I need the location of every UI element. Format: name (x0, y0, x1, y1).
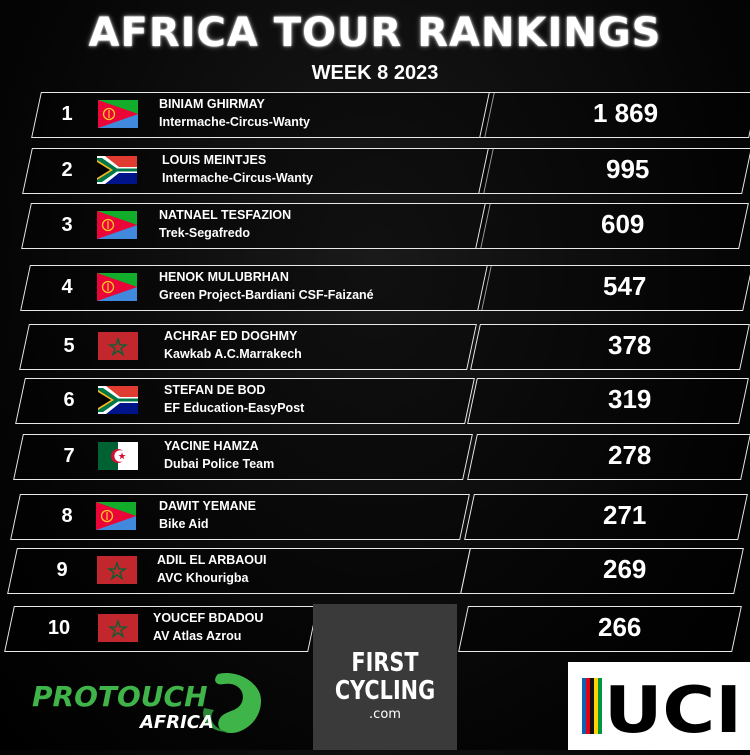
uci-text: UCI (604, 674, 742, 748)
rider-points: 995 (606, 154, 650, 184)
rider-points: 547 (603, 271, 647, 301)
points-panel (460, 548, 744, 594)
firstcycling-line2: CYCLING (334, 676, 436, 706)
rider-team: AV Atlas Azrou (153, 629, 242, 643)
firstcycling-logo: FIRST CYCLING .com (313, 604, 457, 750)
south-africa-flag (97, 156, 137, 184)
protouch-africa-logo: PROTOUCH AFRICA (32, 672, 262, 734)
rider-team: EF Education-EasyPost (164, 401, 305, 415)
rider-team: Intermache-Circus-Wanty (159, 115, 310, 129)
rider-points: 269 (603, 554, 647, 584)
rank-number: 3 (61, 214, 73, 236)
rider-team: Trek-Segafredo (159, 226, 251, 240)
protouch-line2: AFRICA (138, 712, 214, 733)
ranking-row: 8 DAWIT YEMANE Bike Aid 271 (0, 494, 750, 542)
eritrea-flag (97, 211, 137, 239)
ranking-row: 1 BINIAM GHIRMAY Intermache-Circus-Wanty 1… (0, 92, 750, 140)
eritrea-flag (97, 273, 137, 301)
rank-number: 5 (63, 335, 75, 357)
ranking-row: 4 HENOK MULUBRHAN Green Project-Bardiani … (0, 265, 750, 313)
rider-points: 278 (608, 440, 652, 470)
rank-number: 7 (63, 445, 75, 467)
ranking-row: 2 LOUIS MEINTJES Intermache-Circus-Wanty 9… (0, 148, 750, 196)
rider-name: LOUIS MEINTJES (162, 153, 267, 167)
rider-name: ADIL EL ARBAOUI (157, 553, 267, 567)
rank-number: 6 (63, 389, 75, 411)
ranking-row: 9 ADIL EL ARBAOUI AVC Khourigba 269 (0, 548, 750, 596)
eritrea-flag (98, 100, 138, 128)
ranking-row: 5 ACHRAF ED DOGHMY Kawkab A.C.Marrakech 37… (0, 324, 750, 372)
south-africa-flag (98, 386, 138, 414)
rider-name: STEFAN DE BOD (164, 383, 266, 397)
ranking-row: 7 YACINE HAMZA Dubai Police Team 278 (0, 434, 750, 482)
rider-name: NATNAEL TESFAZION (159, 208, 292, 222)
firstcycling-line3: .com (369, 707, 401, 722)
page-subtitle: WEEK 8 2023 (311, 62, 439, 84)
rider-team: Green Project-Bardiani CSF-Faizané (159, 288, 374, 302)
rank-number: 9 (56, 559, 68, 581)
rider-name: BINIAM GHIRMAY (159, 97, 265, 111)
uci-logo: UCI (568, 662, 750, 750)
rank-number: 10 (47, 617, 71, 639)
rider-team: Kawkab A.C.Marrakech (164, 347, 302, 361)
rider-name: DAWIT YEMANE (159, 499, 256, 513)
rank-number: 2 (61, 159, 73, 181)
morocco-flag (97, 556, 137, 584)
rider-points: 1 869 (593, 98, 659, 128)
rank-number: 4 (61, 276, 73, 298)
eritrea-flag (96, 502, 136, 530)
rider-team: Bike Aid (159, 517, 209, 531)
rider-points: 319 (608, 384, 652, 414)
rider-points: 271 (603, 500, 647, 530)
page-title: AFRICA TOUR RANKINGS (88, 10, 662, 56)
morocco-flag (98, 614, 138, 642)
rider-points: 266 (598, 612, 642, 642)
rider-name: YOUCEF BDADOU (153, 611, 264, 625)
rider-team: Intermache-Circus-Wanty (162, 171, 313, 185)
firstcycling-line1: FIRST (351, 648, 419, 678)
rider-points: 609 (601, 209, 645, 239)
protouch-line1: PROTOUCH (32, 680, 208, 713)
ranking-row: 6 STEFAN DE BOD EF Education-EasyPost 319 (0, 378, 750, 426)
ranking-row: 10 YOUCEF BDADOU AV Atlas Azrou 266 (0, 606, 750, 654)
algeria-flag (98, 442, 138, 470)
rider-team: AVC Khourigba (157, 571, 249, 585)
rank-number: 1 (61, 103, 73, 125)
rider-name: ACHRAF ED DOGHMY (164, 329, 298, 343)
rider-points: 378 (608, 330, 652, 360)
uci-logo-graphic: UCI (582, 674, 742, 748)
rider-name: HENOK MULUBRHAN (159, 270, 289, 284)
morocco-flag (98, 332, 138, 360)
rider-name: YACINE HAMZA (164, 439, 259, 453)
ranking-row: 3 NATNAEL TESFAZION Trek-Segafredo 609 (0, 203, 750, 251)
rank-number: 8 (61, 505, 73, 527)
rider-team: Dubai Police Team (164, 457, 275, 471)
